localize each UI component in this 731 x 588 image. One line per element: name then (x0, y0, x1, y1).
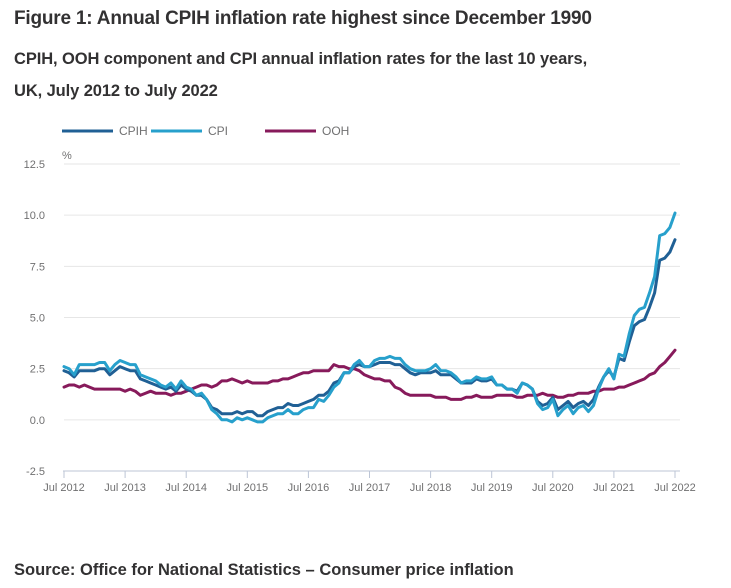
x-tick-label: Jul 2018 (410, 482, 452, 494)
gridlines (64, 163, 680, 421)
x-tick-label: Jul 2012 (43, 482, 85, 494)
x-tick-label: Jul 2017 (349, 482, 391, 494)
series-line-cpi (62, 211, 677, 424)
figure-subtitle-line2: UK, July 2012 to July 2022 (14, 82, 218, 100)
y-tick-label: 7.5 (30, 261, 45, 273)
source-note: Source: Office for National Statistics –… (14, 561, 514, 579)
figure-title: Figure 1: Annual CPIH inflation rate hig… (14, 8, 592, 29)
x-tick-label: Jul 2021 (593, 482, 635, 494)
y-tick-label: -2.5 (26, 466, 45, 478)
x-tick-label: Jul 2022 (654, 482, 696, 494)
series-line-ooh (62, 348, 677, 401)
x-tick-label: Jul 2013 (104, 482, 146, 494)
legend-label-ooh: OOH (322, 124, 349, 138)
legend-label-cpi: CPI (208, 124, 228, 138)
y-tick-label: 2.5 (30, 364, 45, 376)
y-axis-unit-label: % (62, 150, 72, 162)
y-tick-label: 5.0 (30, 313, 45, 325)
x-tick-label: Jul 2016 (288, 482, 330, 494)
x-tick-label: Jul 2015 (227, 482, 269, 494)
y-tick-label: 10.0 (24, 210, 45, 222)
y-axis: -2.5 0.0 2.5 5.0 7.5 10.0 12.5 (24, 159, 45, 478)
x-tick-label: Jul 2019 (471, 482, 513, 494)
y-tick-label: 0.0 (30, 415, 45, 427)
y-tick-label: 12.5 (24, 159, 45, 171)
legend: CPIH CPI OOH (62, 124, 349, 138)
x-axis: Jul 2012 Jul 2013 Jul 2014 Jul 2015 Jul 2016… (43, 470, 696, 494)
x-tick-label: Jul 2020 (532, 482, 574, 494)
x-tick-label: Jul 2014 (165, 482, 207, 494)
figure-subtitle-line1: CPIH, OOH component and CPI annual infla… (14, 50, 588, 68)
legend-label-cpih: CPIH (119, 124, 148, 138)
line-chart: CPIH CPI OOH % -2.5 0.0 2.5 5.0 7.5 10.0 12.5 Ju… (24, 124, 696, 494)
series-lines (62, 211, 677, 424)
